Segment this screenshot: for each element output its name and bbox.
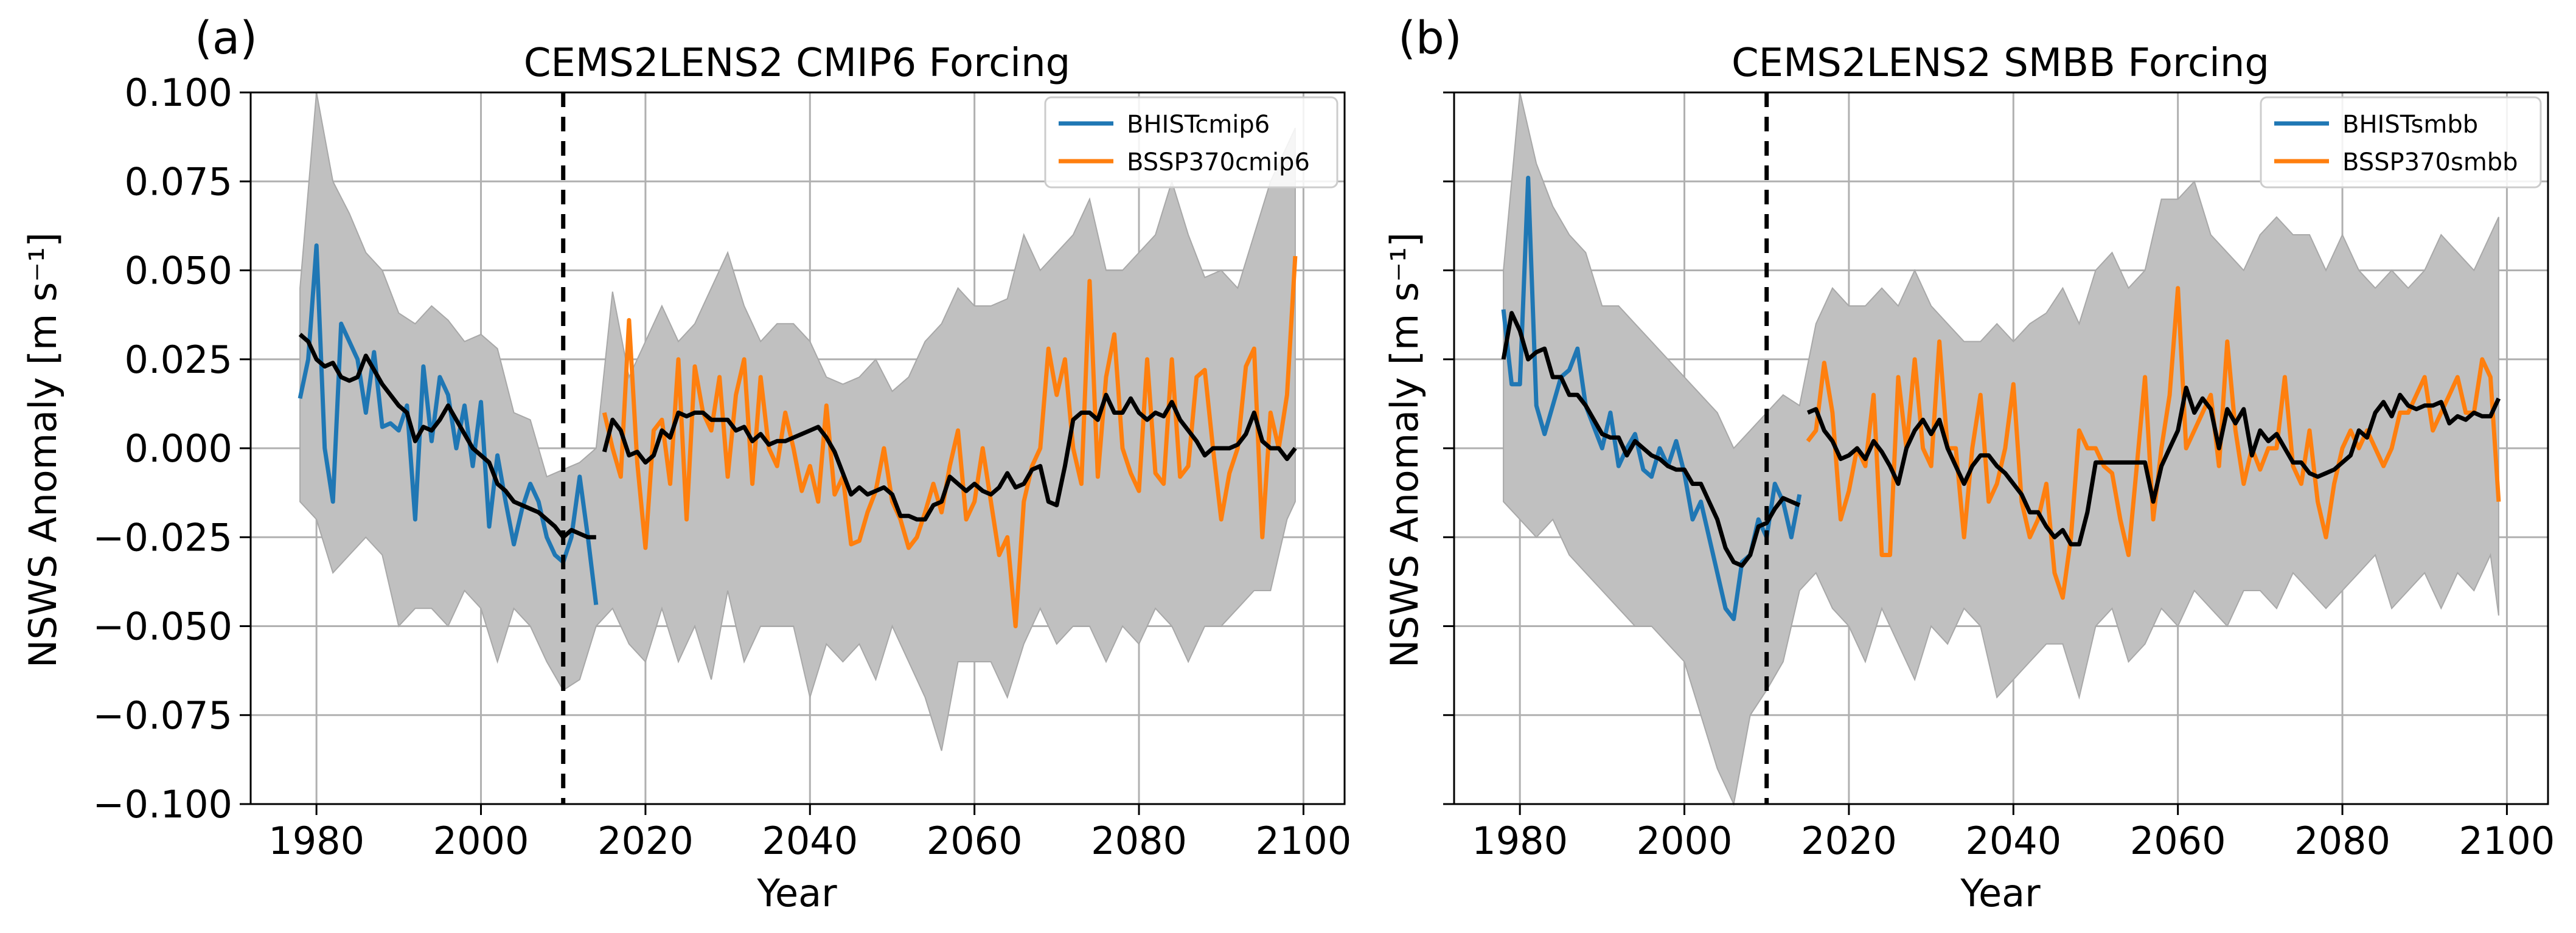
x-tick-label: 2100: [1256, 819, 1352, 863]
panel-b: (b) CEMS2LENS2 SMBB Forcing 1980 2000 2020…: [1382, 12, 2555, 915]
x-tick-label: 2020: [597, 819, 694, 863]
y-tick-label: −0.050: [93, 605, 232, 649]
y-axis-label-a: NSWS Anomaly [m s⁻¹]: [21, 232, 65, 668]
panel-a: (a) CEMS2LENS2 CMIP6 Forcing 1980 2000 202…: [21, 12, 1351, 915]
panel-label-a: (a): [195, 12, 257, 64]
legend-a: BHISTcmip6 BSSP370cmip6: [1044, 96, 1338, 189]
series-line-bhistcmip6: [298, 243, 599, 605]
x-axis-label-a: Year: [756, 871, 837, 915]
x-tick-label: 2020: [1801, 819, 1897, 863]
y-tick-label: 0.100: [125, 71, 233, 115]
x-tick-label: 2040: [1965, 819, 2061, 863]
series-line-ensemble-mean-b-3: [1806, 386, 2501, 547]
panel-label-b: (b): [1398, 12, 1462, 64]
x-tick-label: 2100: [2459, 819, 2555, 863]
series-line-ensemble-mean-a-2: [298, 333, 596, 539]
legend-box-b: [2260, 96, 2542, 189]
legend-label-hist-a: BHISTcmip6: [1127, 111, 1270, 139]
legend-label-ssp-a: BSSP370cmip6: [1127, 148, 1310, 176]
y-tick-label: −0.100: [93, 782, 232, 827]
legend-label-ssp-b: BSSP370smbb: [2342, 148, 2518, 176]
plot-area-b: 1980 2000 2020 2040 2060 2080 2100: [1443, 91, 2555, 863]
y-tick-label: −0.025: [93, 515, 232, 560]
series-line-ensemble-mean-a-3: [602, 392, 1297, 522]
x-tick-label: 2080: [1091, 819, 1187, 863]
x-tick-label: 1980: [1472, 819, 1568, 863]
plot-area-a: 1980 2000 2020 2040 2060 2080 2100 −0.100 −0.075…: [93, 71, 1352, 863]
series-line-bssp370smbb: [1806, 286, 2501, 600]
x-tick-label: 2000: [1637, 819, 1733, 863]
ensemble-spread-band-b: [1503, 92, 2499, 806]
chart-title-b: CEMS2LENS2 SMBB Forcing: [1732, 41, 2269, 86]
series-line-ensemble-mean-b-2: [1501, 311, 1801, 568]
x-axis-label-b: Year: [1960, 871, 2041, 915]
y-tick-label: 0.000: [125, 426, 233, 471]
y-tick-label: 0.075: [125, 159, 233, 204]
y-tick-label: −0.075: [93, 693, 232, 738]
y-tick-label: 0.050: [125, 249, 233, 293]
chart-title-a: CEMS2LENS2 CMIP6 Forcing: [524, 41, 1071, 86]
legend-box-a: [1044, 96, 1338, 189]
x-tick-label: 2000: [433, 819, 529, 863]
y-axis-label-b: NSWS Anomaly [m s⁻¹]: [1382, 232, 1427, 668]
ensemble-spread-band-a: [299, 92, 1296, 751]
y-tick-label: 0.025: [125, 338, 233, 382]
legend-label-hist-b: BHISTsmbb: [2342, 111, 2478, 139]
x-tick-label: 2040: [762, 819, 858, 863]
x-tick-label: 2060: [2130, 819, 2226, 863]
x-tick-label: 2060: [927, 819, 1023, 863]
x-tick-label: 2080: [2294, 819, 2390, 863]
legend-b: BHISTsmbb BSSP370smbb: [2260, 96, 2542, 189]
series-line-bssp370cmip6: [602, 255, 1298, 628]
x-tick-label: 1980: [268, 819, 364, 863]
